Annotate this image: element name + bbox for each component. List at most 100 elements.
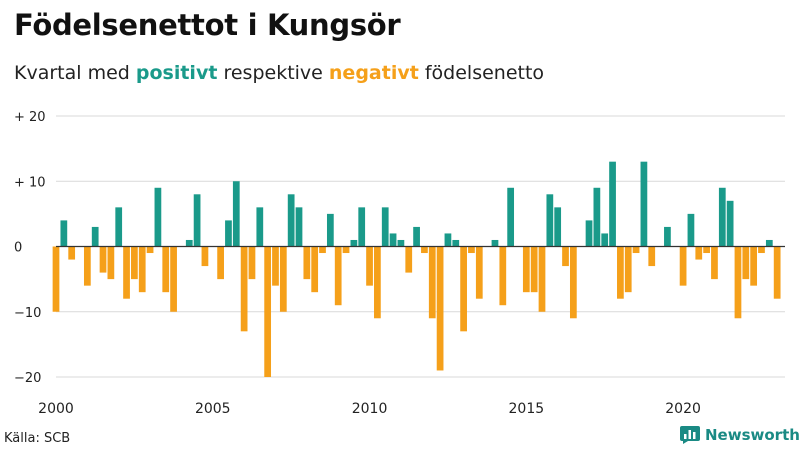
bar-negative bbox=[374, 246, 381, 319]
bar-negative bbox=[334, 246, 342, 306]
bar-positive bbox=[115, 207, 123, 247]
bar-positive bbox=[491, 239, 499, 247]
bar-positive bbox=[358, 207, 366, 247]
bar-negative bbox=[170, 246, 177, 312]
bar-positive bbox=[232, 181, 240, 247]
bar-negative bbox=[279, 246, 287, 312]
bar-negative bbox=[123, 246, 130, 299]
bar-negative bbox=[146, 246, 154, 254]
y-tick-label: −10 bbox=[14, 306, 41, 321]
bar-negative bbox=[750, 246, 758, 286]
bar-negative bbox=[742, 246, 750, 280]
bar-positive bbox=[640, 161, 648, 247]
bar-positive bbox=[350, 239, 358, 247]
bar-negative bbox=[248, 246, 256, 280]
bar-negative bbox=[217, 246, 224, 280]
bar-negative bbox=[562, 246, 569, 267]
bar-negative bbox=[319, 246, 326, 254]
source-label: Källa: SCB bbox=[4, 431, 71, 446]
subtitle-middle: respektive bbox=[217, 62, 329, 84]
bar-negative bbox=[648, 246, 656, 267]
bar-negative bbox=[632, 246, 640, 254]
bar-negative bbox=[405, 246, 413, 273]
bar-positive bbox=[687, 213, 695, 247]
x-tick-label: 2005 bbox=[195, 401, 231, 417]
bar-positive bbox=[726, 200, 734, 247]
bar-negative bbox=[303, 246, 311, 280]
bar-negative bbox=[162, 246, 170, 293]
bar-negative bbox=[240, 246, 248, 332]
bar-positive bbox=[546, 194, 554, 247]
y-tick-label: + 20 bbox=[14, 110, 46, 125]
bar-positive bbox=[765, 239, 773, 247]
x-tick-label: 2020 bbox=[665, 401, 701, 417]
bar-negative bbox=[264, 246, 272, 377]
brand-logo: Newsworthy bbox=[680, 426, 800, 444]
bar-negative bbox=[695, 246, 703, 260]
bar-positive bbox=[91, 226, 99, 247]
subtitle-positive: positivt bbox=[135, 62, 218, 84]
x-tick-label: 2010 bbox=[352, 401, 388, 417]
bar-positive bbox=[718, 187, 726, 247]
bar-positive bbox=[452, 239, 460, 247]
bar-positive bbox=[154, 187, 162, 247]
bar-negative bbox=[522, 246, 530, 293]
bar-positive bbox=[444, 233, 452, 247]
bar-negative bbox=[201, 246, 209, 267]
bar-negative bbox=[366, 246, 373, 286]
bar-negative bbox=[773, 246, 781, 299]
subtitle-prefix: Kvartal med bbox=[14, 62, 136, 84]
bar-negative bbox=[475, 246, 483, 299]
subtitle-suffix: födelsenetto bbox=[418, 62, 545, 84]
y-tick-label: + 10 bbox=[14, 175, 46, 190]
bar-positive bbox=[397, 239, 405, 247]
bar-negative bbox=[468, 246, 475, 254]
bar-negative bbox=[107, 246, 115, 280]
bar-positive bbox=[507, 187, 515, 247]
bar-positive bbox=[381, 207, 389, 247]
bar-chart-icon bbox=[680, 426, 700, 444]
bar-negative bbox=[530, 246, 538, 293]
bar-negative bbox=[711, 246, 718, 280]
bar-positive bbox=[413, 226, 420, 247]
bar-negative bbox=[703, 246, 710, 254]
bar-negative bbox=[52, 246, 60, 312]
y-tick-label: −20 bbox=[14, 371, 41, 386]
bar-positive bbox=[225, 220, 232, 247]
bar-negative bbox=[342, 246, 350, 254]
bar-positive bbox=[601, 233, 609, 247]
bar-positive bbox=[609, 161, 616, 247]
bar-negative bbox=[617, 246, 624, 299]
bar-negative bbox=[499, 246, 507, 306]
bar-positive bbox=[593, 187, 601, 247]
bar-negative bbox=[421, 246, 428, 254]
y-tick-label: 0 bbox=[14, 241, 22, 256]
bar-positive bbox=[585, 220, 593, 247]
bar-positive bbox=[295, 207, 303, 247]
bar-negative bbox=[131, 246, 138, 280]
bar-negative bbox=[138, 246, 146, 293]
bar-positive bbox=[193, 194, 201, 247]
x-tick-label: 2015 bbox=[509, 401, 545, 417]
bar-positive bbox=[185, 239, 193, 247]
brand-name: Newsworthy bbox=[705, 426, 800, 444]
bar-positive bbox=[60, 220, 68, 247]
bar-negative bbox=[758, 246, 765, 254]
bar-negative bbox=[99, 246, 107, 273]
bar-positive bbox=[389, 233, 397, 247]
subtitle-negative: negativt bbox=[328, 62, 419, 84]
chart-subtitle: Kvartal med positivt respektive negativt… bbox=[14, 62, 544, 84]
bar-negative bbox=[436, 246, 444, 371]
bar-positive bbox=[326, 213, 334, 247]
bar-negative bbox=[428, 246, 436, 319]
bar-negative bbox=[679, 246, 687, 286]
bar-negative bbox=[734, 246, 742, 319]
bar-positive bbox=[554, 207, 562, 247]
bar-negative bbox=[538, 246, 546, 312]
bar-positive bbox=[256, 207, 264, 247]
bar-negative bbox=[624, 246, 632, 293]
bar-negative bbox=[83, 246, 91, 286]
bar-negative bbox=[272, 246, 279, 286]
bar-positive bbox=[287, 194, 295, 247]
bar-negative bbox=[460, 246, 467, 332]
